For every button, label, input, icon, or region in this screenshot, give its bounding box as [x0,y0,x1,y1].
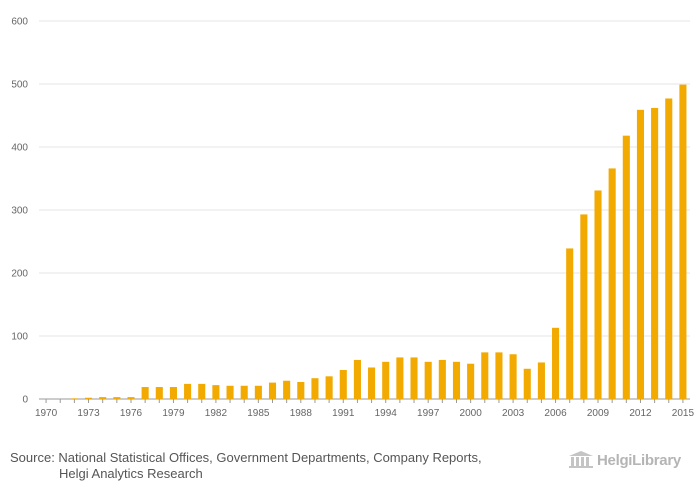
bar-2013[interactable] [651,107,659,399]
bar-1975[interactable] [113,397,121,399]
bar-2014[interactable] [665,98,673,400]
x-tick-label: 1973 [77,408,100,419]
gridlines [39,20,690,400]
bar-1976[interactable] [127,397,135,399]
bar-2002[interactable] [495,352,503,399]
bar-1979[interactable] [169,387,177,399]
x-tick-label: 1970 [35,408,58,419]
x-tick-label: 2000 [460,408,483,419]
bar-2008[interactable] [580,214,588,399]
bar-2007[interactable] [566,248,574,399]
x-tick-label: 1982 [205,408,228,419]
bar-1993[interactable] [368,367,376,400]
x-tick-label: 2003 [502,408,525,419]
bar-2012[interactable] [636,109,645,399]
x-tick-label: 1991 [332,408,355,419]
x-tick-label: 1988 [290,408,313,419]
bar-1972[interactable] [70,398,78,399]
x-tick-label: 1985 [247,408,270,419]
x-axis: 1970 1973 1976 1979 1982 1985 1988 1991 1994 1997… [35,399,695,419]
bar-1980[interactable] [184,383,192,399]
bar-1985[interactable] [254,385,262,399]
library-building-icon [569,451,593,468]
x-tick-label: 2015 [672,408,695,419]
bar-2006[interactable] [552,327,560,399]
bar-1992[interactable] [353,359,361,399]
bar-1986[interactable] [268,382,277,399]
y-tick-label: 400 [11,143,28,154]
bar-1987[interactable] [283,380,291,399]
bar-1999[interactable] [452,361,461,399]
y-axis: 0 100 200 300 400 500 600 [11,17,28,406]
helgi-library-logo: HelgiLibrary [568,450,681,470]
bar-2009[interactable] [594,190,602,399]
bar-1984[interactable] [240,385,248,399]
bar-1994[interactable] [382,361,390,399]
bar-1995[interactable] [396,357,404,399]
bar-2011[interactable] [622,135,630,399]
bar-chart: 0 100 200 300 400 500 600 1970 1973 1976 1979 1982… [11,17,695,420]
bar-1983[interactable] [226,385,234,399]
x-tick-label: 1976 [120,408,143,419]
bar-1982[interactable] [212,385,220,399]
bar-1978[interactable] [155,387,163,399]
x-tick-label: 2012 [629,408,652,419]
bar-1998[interactable] [438,359,446,399]
y-tick-label: 500 [11,80,28,91]
bar-1974[interactable] [99,397,107,399]
bar-2003[interactable] [509,354,517,399]
bar-1973[interactable] [84,397,93,399]
bar-1990[interactable] [325,376,333,399]
y-tick-label: 600 [11,17,28,28]
bar-1997[interactable] [424,361,432,399]
y-tick-label: 100 [11,332,28,343]
y-tick-label: 0 [22,395,28,406]
source-note: Source: National Statistical Offices, Go… [10,450,550,482]
bars [70,84,687,400]
bar-2004[interactable] [523,368,531,399]
x-tick-label: 1994 [375,408,398,419]
bar-2001[interactable] [481,352,489,399]
x-tick-label: 1979 [162,408,185,419]
bar-2005[interactable] [537,362,545,399]
x-tick-label: 2006 [544,408,567,419]
bar-1981[interactable] [198,383,206,399]
y-tick-label: 200 [11,269,28,280]
source-line-1: Source: National Statistical Offices, Go… [10,450,482,465]
bar-2015[interactable] [679,84,687,399]
x-tick-label: 1997 [417,408,440,419]
bar-2010[interactable] [608,168,616,399]
y-tick-label: 300 [11,206,28,217]
bar-1977[interactable] [141,387,149,399]
source-line-2: Helgi Analytics Research [59,466,203,481]
x-tick-label: 2009 [587,408,610,419]
bar-1996[interactable] [410,357,418,399]
bar-1991[interactable] [339,370,347,399]
bar-2000[interactable] [467,363,475,399]
bar-1989[interactable] [311,378,319,399]
bar-1988[interactable] [297,381,305,399]
logo-text: HelgiLibrary [597,451,681,469]
